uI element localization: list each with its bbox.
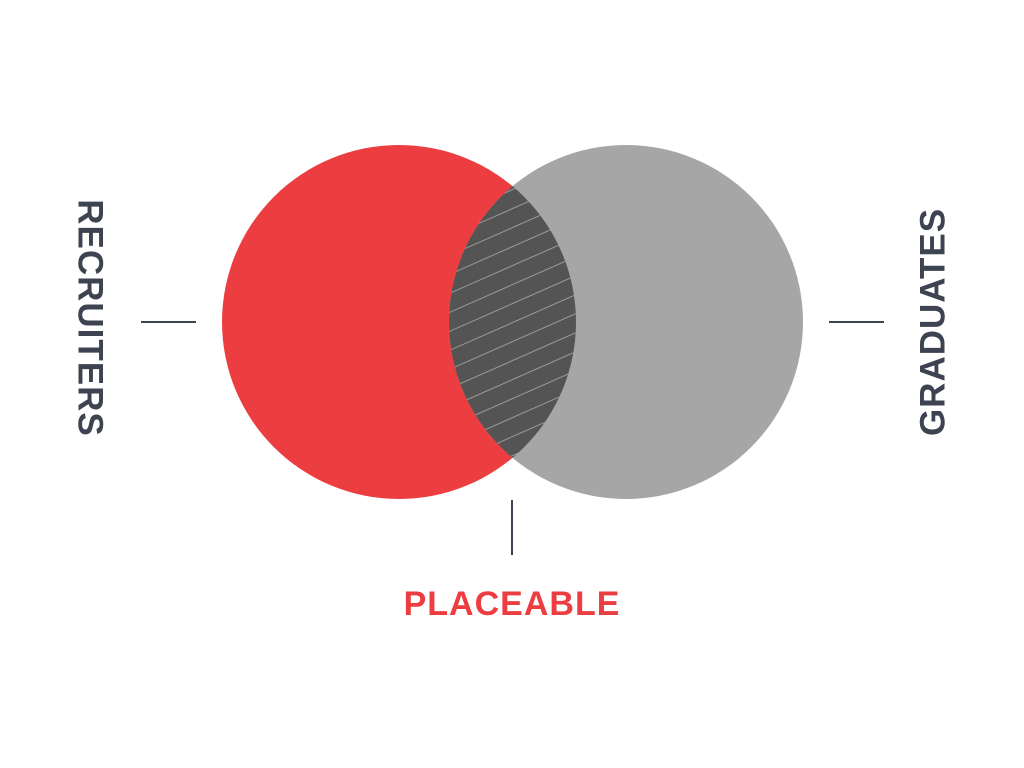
hatch-line bbox=[449, 145, 576, 151]
hatch-line bbox=[449, 302, 576, 379]
hatch-line bbox=[449, 283, 576, 360]
placeable-label: PLACEABLE bbox=[403, 585, 621, 623]
graduates-label: GRADUATES bbox=[913, 207, 953, 437]
recruiters-label: RECRUITERS bbox=[70, 199, 110, 437]
